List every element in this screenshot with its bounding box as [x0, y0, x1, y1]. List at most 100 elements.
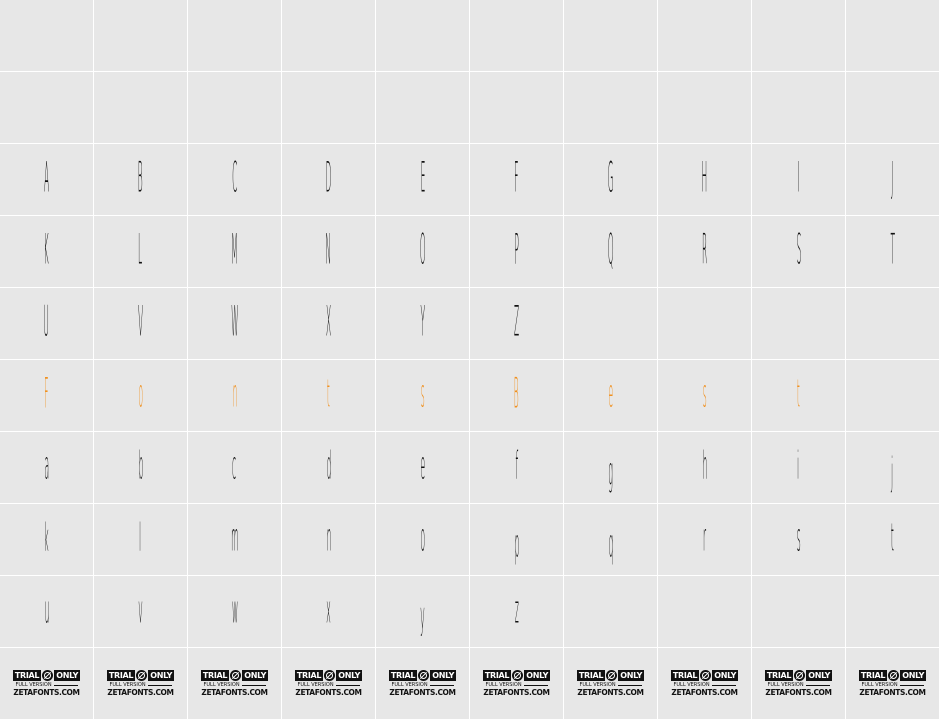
- trial-badge: TRIAL ONLY FULL VERSION ZETAFONTS.COM: [12, 670, 81, 697]
- glyph: H: [701, 154, 708, 203]
- trial-cell: TRIAL ONLY FULL VERSION ZETAFONTS.COM: [94, 648, 187, 719]
- no-icon: [230, 670, 242, 681]
- no-icon: [794, 670, 806, 681]
- glyph: p: [514, 522, 519, 567]
- glyph-cell: o: [376, 504, 469, 575]
- full-version-label: FULL VERSION: [673, 682, 710, 688]
- glyph-cell: g: [564, 432, 657, 503]
- glyph: q: [608, 522, 613, 567]
- no-icon: [512, 670, 524, 681]
- glyph-cell: Q: [564, 216, 657, 287]
- glyph-cell: C: [188, 144, 281, 215]
- no-icon: [136, 670, 148, 681]
- glyph-cell: [658, 72, 751, 143]
- glyph: z: [514, 588, 519, 633]
- trial-badge: TRIAL ONLY FULL VERSION ZETAFONTS.COM: [388, 670, 457, 697]
- glyph-cell: w: [188, 576, 281, 647]
- glyph: o: [138, 372, 143, 417]
- glyph-cell: l: [94, 504, 187, 575]
- trial-badge-top: TRIAL ONLY: [576, 670, 645, 681]
- trial-label: TRIAL: [482, 670, 512, 681]
- glyph-cell: u: [0, 576, 93, 647]
- glyph-cell: s: [752, 504, 845, 575]
- trial-badge-middle: FULL VERSION: [486, 682, 548, 688]
- trial-badge: TRIAL ONLY FULL VERSION ZETAFONTS.COM: [106, 670, 175, 697]
- full-version-label: FULL VERSION: [579, 682, 616, 688]
- glyph-cell: s: [658, 360, 751, 431]
- glyph-cell: o: [94, 360, 187, 431]
- no-icon: [700, 670, 712, 681]
- trial-badge: TRIAL ONLY FULL VERSION ZETAFONTS.COM: [670, 670, 739, 697]
- glyph-cell: [94, 72, 187, 143]
- glyph-cell: Z: [470, 288, 563, 359]
- glyph: B: [138, 154, 143, 203]
- trial-label: TRIAL: [764, 670, 794, 681]
- glyph: R: [701, 226, 708, 275]
- trial-label: TRIAL: [294, 670, 324, 681]
- only-label: ONLY: [712, 670, 739, 681]
- no-icon: [418, 670, 430, 681]
- glyph-cell: [282, 0, 375, 71]
- zetafonts-label: ZETAFONTS.COM: [389, 688, 456, 697]
- glyph-cell: b: [94, 432, 187, 503]
- glyph-cell: m: [188, 504, 281, 575]
- zetafonts-label: ZETAFONTS.COM: [107, 688, 174, 697]
- glyph-cell: E: [376, 144, 469, 215]
- glyph-cell: J: [846, 144, 939, 215]
- full-version-label: FULL VERSION: [485, 682, 522, 688]
- glyph: d: [326, 444, 331, 489]
- glyph: o: [420, 516, 425, 561]
- glyph: M: [231, 226, 238, 275]
- glyph-cell: v: [94, 576, 187, 647]
- glyph-cell: I: [752, 144, 845, 215]
- glyph: F: [44, 370, 49, 419]
- glyph-cell: y: [376, 576, 469, 647]
- glyph: C: [231, 154, 238, 203]
- glyph: u: [44, 588, 49, 633]
- glyph-cell: [846, 0, 939, 71]
- glyph-cell: s: [376, 360, 469, 431]
- trial-badge-top: TRIAL ONLY: [764, 670, 833, 681]
- no-icon: [606, 670, 618, 681]
- glyph: j: [891, 450, 894, 495]
- glyph-cell: n: [282, 504, 375, 575]
- glyph: b: [138, 444, 143, 489]
- glyph: K: [44, 226, 49, 275]
- zetafonts-label: ZETAFONTS.COM: [483, 688, 550, 697]
- glyph: A: [43, 154, 50, 203]
- glyph: x: [326, 588, 331, 633]
- zetafonts-label: ZETAFONTS.COM: [671, 688, 738, 697]
- trial-cell: TRIAL ONLY FULL VERSION ZETAFONTS.COM: [470, 648, 563, 719]
- trial-cell: TRIAL ONLY FULL VERSION ZETAFONTS.COM: [658, 648, 751, 719]
- only-label: ONLY: [900, 670, 927, 681]
- glyph-cell: [564, 72, 657, 143]
- glyph-cell: S: [752, 216, 845, 287]
- glyph-cell: F: [470, 144, 563, 215]
- glyph-cell: L: [94, 216, 187, 287]
- glyph: n: [232, 372, 237, 417]
- trial-badge-top: TRIAL ONLY: [106, 670, 175, 681]
- glyph-cell: [752, 0, 845, 71]
- trial-label: TRIAL: [858, 670, 888, 681]
- only-label: ONLY: [54, 670, 81, 681]
- only-label: ONLY: [430, 670, 457, 681]
- glyph-cell: N: [282, 216, 375, 287]
- glyph: e: [420, 444, 425, 489]
- glyph: m: [230, 516, 239, 561]
- glyph-cell: K: [0, 216, 93, 287]
- no-icon: [888, 670, 900, 681]
- trial-label: TRIAL: [200, 670, 230, 681]
- glyph-cell: [752, 72, 845, 143]
- only-label: ONLY: [242, 670, 269, 681]
- only-label: ONLY: [618, 670, 645, 681]
- glyph: D: [325, 154, 332, 203]
- glyph-cell: [846, 72, 939, 143]
- glyph-cell: t: [282, 360, 375, 431]
- glyph-cell: q: [564, 504, 657, 575]
- glyph: E: [420, 154, 425, 203]
- full-version-label: FULL VERSION: [203, 682, 240, 688]
- trial-badge-middle: FULL VERSION: [110, 682, 172, 688]
- trial-label: TRIAL: [12, 670, 42, 681]
- glyph-cell: d: [282, 432, 375, 503]
- glyph-cell: [752, 288, 845, 359]
